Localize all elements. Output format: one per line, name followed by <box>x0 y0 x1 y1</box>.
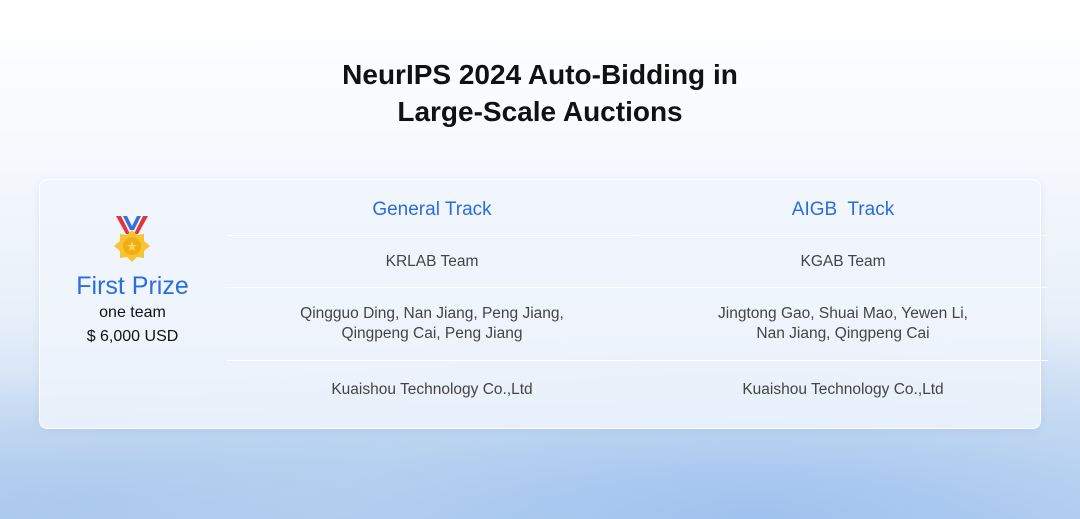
prize-label: First Prize <box>76 272 189 300</box>
team-name: KRLAB Team <box>227 235 637 287</box>
organization: Kuaishou Technology Co.,Ltd <box>638 360 1048 418</box>
prize-count: one team <box>99 304 166 321</box>
track-header: AIGB Track <box>791 199 895 220</box>
track-column-general: General Track KRLAB Team Qingguo Ding, N… <box>227 180 637 418</box>
team-name: KGAB Team <box>638 235 1048 287</box>
prize-amount: $ 6,000 USD <box>86 328 179 345</box>
members-line: Jingtong Gao, Shuai Mao, Yewen Li, <box>718 305 968 322</box>
organization: Kuaishou Technology Co.,Ltd <box>227 360 637 418</box>
team-members: Qingguo Ding, Nan Jiang, Peng Jiang, Qing… <box>227 287 637 360</box>
members-line: Qingguo Ding, Nan Jiang, Peng Jiang, <box>300 305 564 322</box>
track-column-aigb: AIGB Track KGAB Team Jingtong Gao, Shuai… <box>638 180 1048 418</box>
team-members: Jingtong Gao, Shuai Mao, Yewen Li, Nan Ji… <box>638 287 1048 360</box>
title-line-2: Large-Scale Auctions <box>397 96 683 127</box>
members-line: Qingpeng Cai, Peng Jiang <box>341 325 523 342</box>
track-header: General Track <box>372 199 492 220</box>
members-line: Nan Jiang, Qingpeng Cai <box>756 325 930 342</box>
title-line-1: NeurIPS 2024 Auto-Bidding in <box>342 59 738 90</box>
awards-card: First Prize one team $ 6,000 USD General… <box>39 179 1048 429</box>
page-title: NeurIPS 2024 Auto-Bidding in Large-Scale… <box>0 56 1080 130</box>
prize-info: First Prize one team $ 6,000 USD <box>40 180 225 428</box>
medal-icon <box>114 216 150 262</box>
